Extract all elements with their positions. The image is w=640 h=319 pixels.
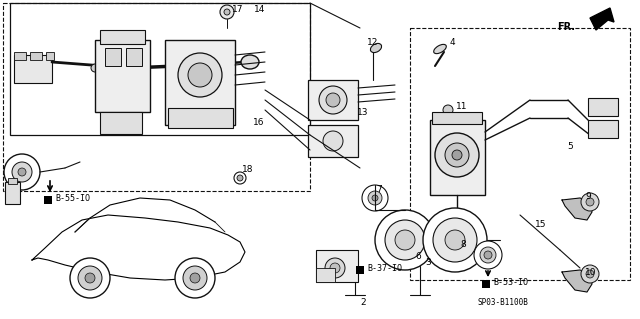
Bar [3,3,310,191]
Circle shape [395,230,415,250]
Circle shape [319,86,347,114]
Circle shape [586,198,594,206]
Circle shape [12,162,32,182]
Circle shape [480,247,496,263]
Circle shape [178,53,222,97]
Circle shape [70,258,110,298]
Circle shape [445,143,469,167]
Circle shape [91,64,99,72]
Bar [8,178,17,184]
Bar [316,250,358,282]
Text: 10: 10 [585,268,596,277]
Circle shape [484,251,492,259]
Circle shape [188,63,212,87]
Text: 12: 12 [367,38,378,47]
Circle shape [4,154,40,190]
Bar [5,182,20,204]
Bar [168,108,233,128]
Bar [588,120,618,138]
Circle shape [326,93,340,107]
Circle shape [78,266,102,290]
Circle shape [452,150,462,160]
Bar [10,3,310,135]
Bar [482,280,490,288]
Bar [126,48,142,66]
Text: SP03-B1100B: SP03-B1100B [478,298,529,307]
Circle shape [325,258,345,278]
Circle shape [581,265,599,283]
Text: 4: 4 [450,38,456,47]
Ellipse shape [434,44,446,54]
Circle shape [85,273,95,283]
Circle shape [423,208,487,272]
Circle shape [375,210,435,270]
Circle shape [330,263,340,273]
Circle shape [234,172,246,184]
Circle shape [183,266,207,290]
Text: 13: 13 [357,108,369,117]
Ellipse shape [371,43,381,53]
Circle shape [445,230,465,250]
Text: B-53-IO: B-53-IO [493,278,528,287]
Text: 7: 7 [376,185,381,194]
Text: 8: 8 [460,240,466,249]
Text: 18: 18 [242,165,253,174]
Bar [410,28,630,280]
Text: 5: 5 [567,142,573,151]
Circle shape [586,270,594,278]
Circle shape [18,168,26,176]
Polygon shape [562,270,592,292]
Text: 15: 15 [535,220,547,229]
Text: B-37-IO: B-37-IO [367,264,402,273]
Bar [165,40,235,125]
Ellipse shape [241,55,259,69]
Circle shape [433,218,477,262]
Circle shape [175,258,215,298]
Bar [14,55,52,83]
Circle shape [224,9,230,15]
Bar [14,52,26,60]
Bar [430,120,485,195]
Circle shape [362,185,388,211]
Text: FR.: FR. [557,22,575,32]
Circle shape [581,193,599,211]
Bar [95,40,150,112]
Circle shape [368,191,382,205]
Polygon shape [590,8,614,30]
Text: 11: 11 [456,102,467,111]
Circle shape [323,131,343,151]
Text: 9: 9 [585,192,591,201]
Bar [44,196,52,204]
Circle shape [372,195,378,201]
Bar [316,268,335,282]
Bar [308,80,358,120]
Circle shape [474,241,502,269]
Text: 16: 16 [253,118,264,127]
Bar [100,30,145,44]
Text: 3: 3 [425,258,431,267]
Bar [308,125,358,157]
Circle shape [443,105,453,115]
Text: 17: 17 [232,5,243,14]
Text: 6: 6 [415,252,420,261]
Circle shape [220,5,234,19]
Bar [30,52,42,60]
Circle shape [435,133,479,177]
Bar [100,112,142,134]
Text: B-55-IO: B-55-IO [55,194,90,203]
Bar [432,112,482,124]
Circle shape [385,220,425,260]
Circle shape [237,175,243,181]
Bar [588,98,618,116]
Text: 2: 2 [360,298,365,307]
Text: 14: 14 [254,5,266,14]
Bar [356,266,364,274]
Circle shape [190,273,200,283]
Bar [105,48,121,66]
Bar [46,52,54,60]
Polygon shape [562,198,592,220]
